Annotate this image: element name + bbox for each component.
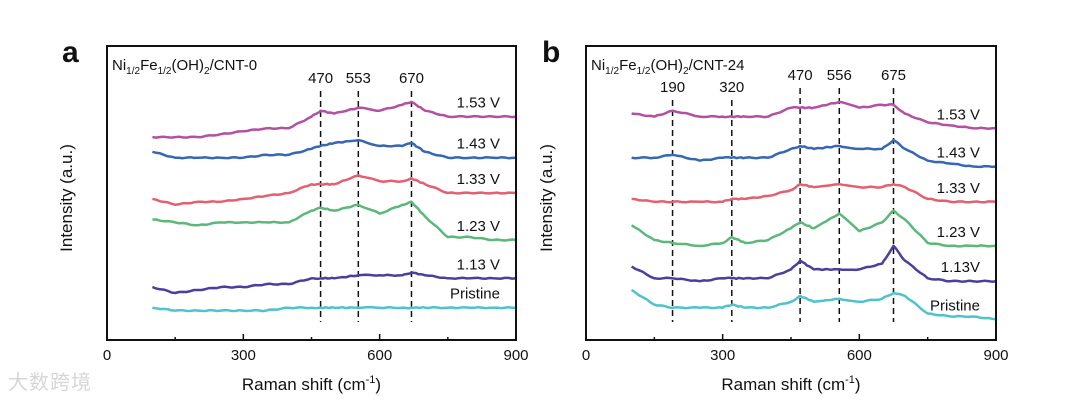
x-axis-label-main: Raman shift (cm bbox=[242, 375, 366, 394]
series-label: 1.23 V bbox=[937, 224, 980, 241]
series-label: 1.33 V bbox=[457, 171, 500, 188]
x-tick-label: 900 bbox=[503, 347, 528, 364]
peak-label: 670 bbox=[399, 70, 424, 87]
panel-letter: b bbox=[542, 36, 560, 69]
series-line bbox=[631, 138, 997, 169]
y-axis-label: Intensity (a.u.) bbox=[537, 144, 556, 252]
x-tick-label: 900 bbox=[983, 347, 1008, 364]
title-part: 1/2 bbox=[637, 66, 651, 77]
y-axis-label: Intensity (a.u.) bbox=[57, 144, 76, 252]
title-part: Ni bbox=[112, 57, 126, 74]
peak-label: 675 bbox=[881, 67, 906, 84]
title-part: /CNT-0 bbox=[210, 57, 258, 74]
series-label: 1.33 V bbox=[937, 180, 980, 197]
title-part: 1/2 bbox=[158, 66, 172, 77]
series-label: Pristine bbox=[930, 297, 980, 314]
watermark: 大数跨境 bbox=[8, 370, 92, 394]
x-axis-label-main: Raman shift (cm bbox=[721, 375, 845, 394]
title-part: 1/2 bbox=[126, 66, 140, 77]
title-part: Fe bbox=[619, 57, 637, 74]
x-tick-label: 300 bbox=[231, 347, 256, 364]
x-tick-label: 300 bbox=[710, 347, 735, 364]
x-axis-label-end: ) bbox=[855, 375, 861, 394]
peak-label: 320 bbox=[719, 79, 744, 96]
series-label: 1.43 V bbox=[457, 136, 500, 153]
title-part: (OH) bbox=[172, 57, 205, 74]
x-axis-label-sup: -1 bbox=[366, 374, 376, 386]
series-label: 1.13 V bbox=[457, 256, 500, 273]
title-part: 1/2 bbox=[605, 66, 619, 77]
series-line bbox=[152, 138, 517, 160]
title-part: Fe bbox=[140, 57, 158, 74]
series-line bbox=[152, 100, 517, 139]
series-line bbox=[152, 200, 517, 242]
series-label: 1.23 V bbox=[457, 218, 500, 235]
series-line bbox=[630, 244, 997, 283]
x-tick-label: 0 bbox=[103, 347, 111, 364]
x-axis-label-end: ) bbox=[375, 375, 381, 394]
x-tick-label: 0 bbox=[582, 347, 590, 364]
series-line bbox=[631, 100, 996, 131]
x-axis-label: Raman shift (cm-1) bbox=[721, 374, 860, 394]
title-part: Ni bbox=[591, 57, 605, 74]
x-axis-label: Raman shift (cm-1) bbox=[242, 374, 381, 394]
peak-label: 470 bbox=[308, 70, 333, 87]
x-axis-label-sup: -1 bbox=[845, 374, 855, 386]
plot-frame bbox=[585, 45, 997, 341]
series-line bbox=[152, 305, 516, 313]
peak-label: 553 bbox=[346, 70, 371, 87]
series-line bbox=[631, 182, 997, 204]
peak-label: 556 bbox=[827, 67, 852, 84]
panel-title: Ni1/2Fe1/2(OH)2/CNT-0 bbox=[112, 57, 257, 77]
panel-letter: a bbox=[62, 36, 79, 69]
series-label: 1.53 V bbox=[937, 106, 980, 123]
series-label: 1.13V bbox=[941, 259, 980, 276]
series-line bbox=[152, 174, 517, 207]
peak-label: 190 bbox=[660, 79, 685, 96]
series-label: 1.53 V bbox=[457, 95, 500, 112]
title-part: (OH) bbox=[651, 57, 684, 74]
peak-label: 470 bbox=[788, 67, 813, 84]
series-line bbox=[151, 271, 517, 295]
series-label: Pristine bbox=[450, 286, 500, 303]
x-tick-label: 600 bbox=[367, 347, 392, 364]
title-part: /CNT-24 bbox=[689, 57, 745, 74]
panel-title: Ni1/2Fe1/2(OH)2/CNT-24 bbox=[591, 57, 744, 77]
series-line bbox=[630, 209, 997, 248]
title-part: 2 bbox=[204, 66, 210, 77]
series-line bbox=[630, 288, 997, 321]
x-tick-label: 600 bbox=[847, 347, 872, 364]
title-part: 2 bbox=[683, 66, 689, 77]
series-label: 1.43 V bbox=[937, 145, 980, 162]
